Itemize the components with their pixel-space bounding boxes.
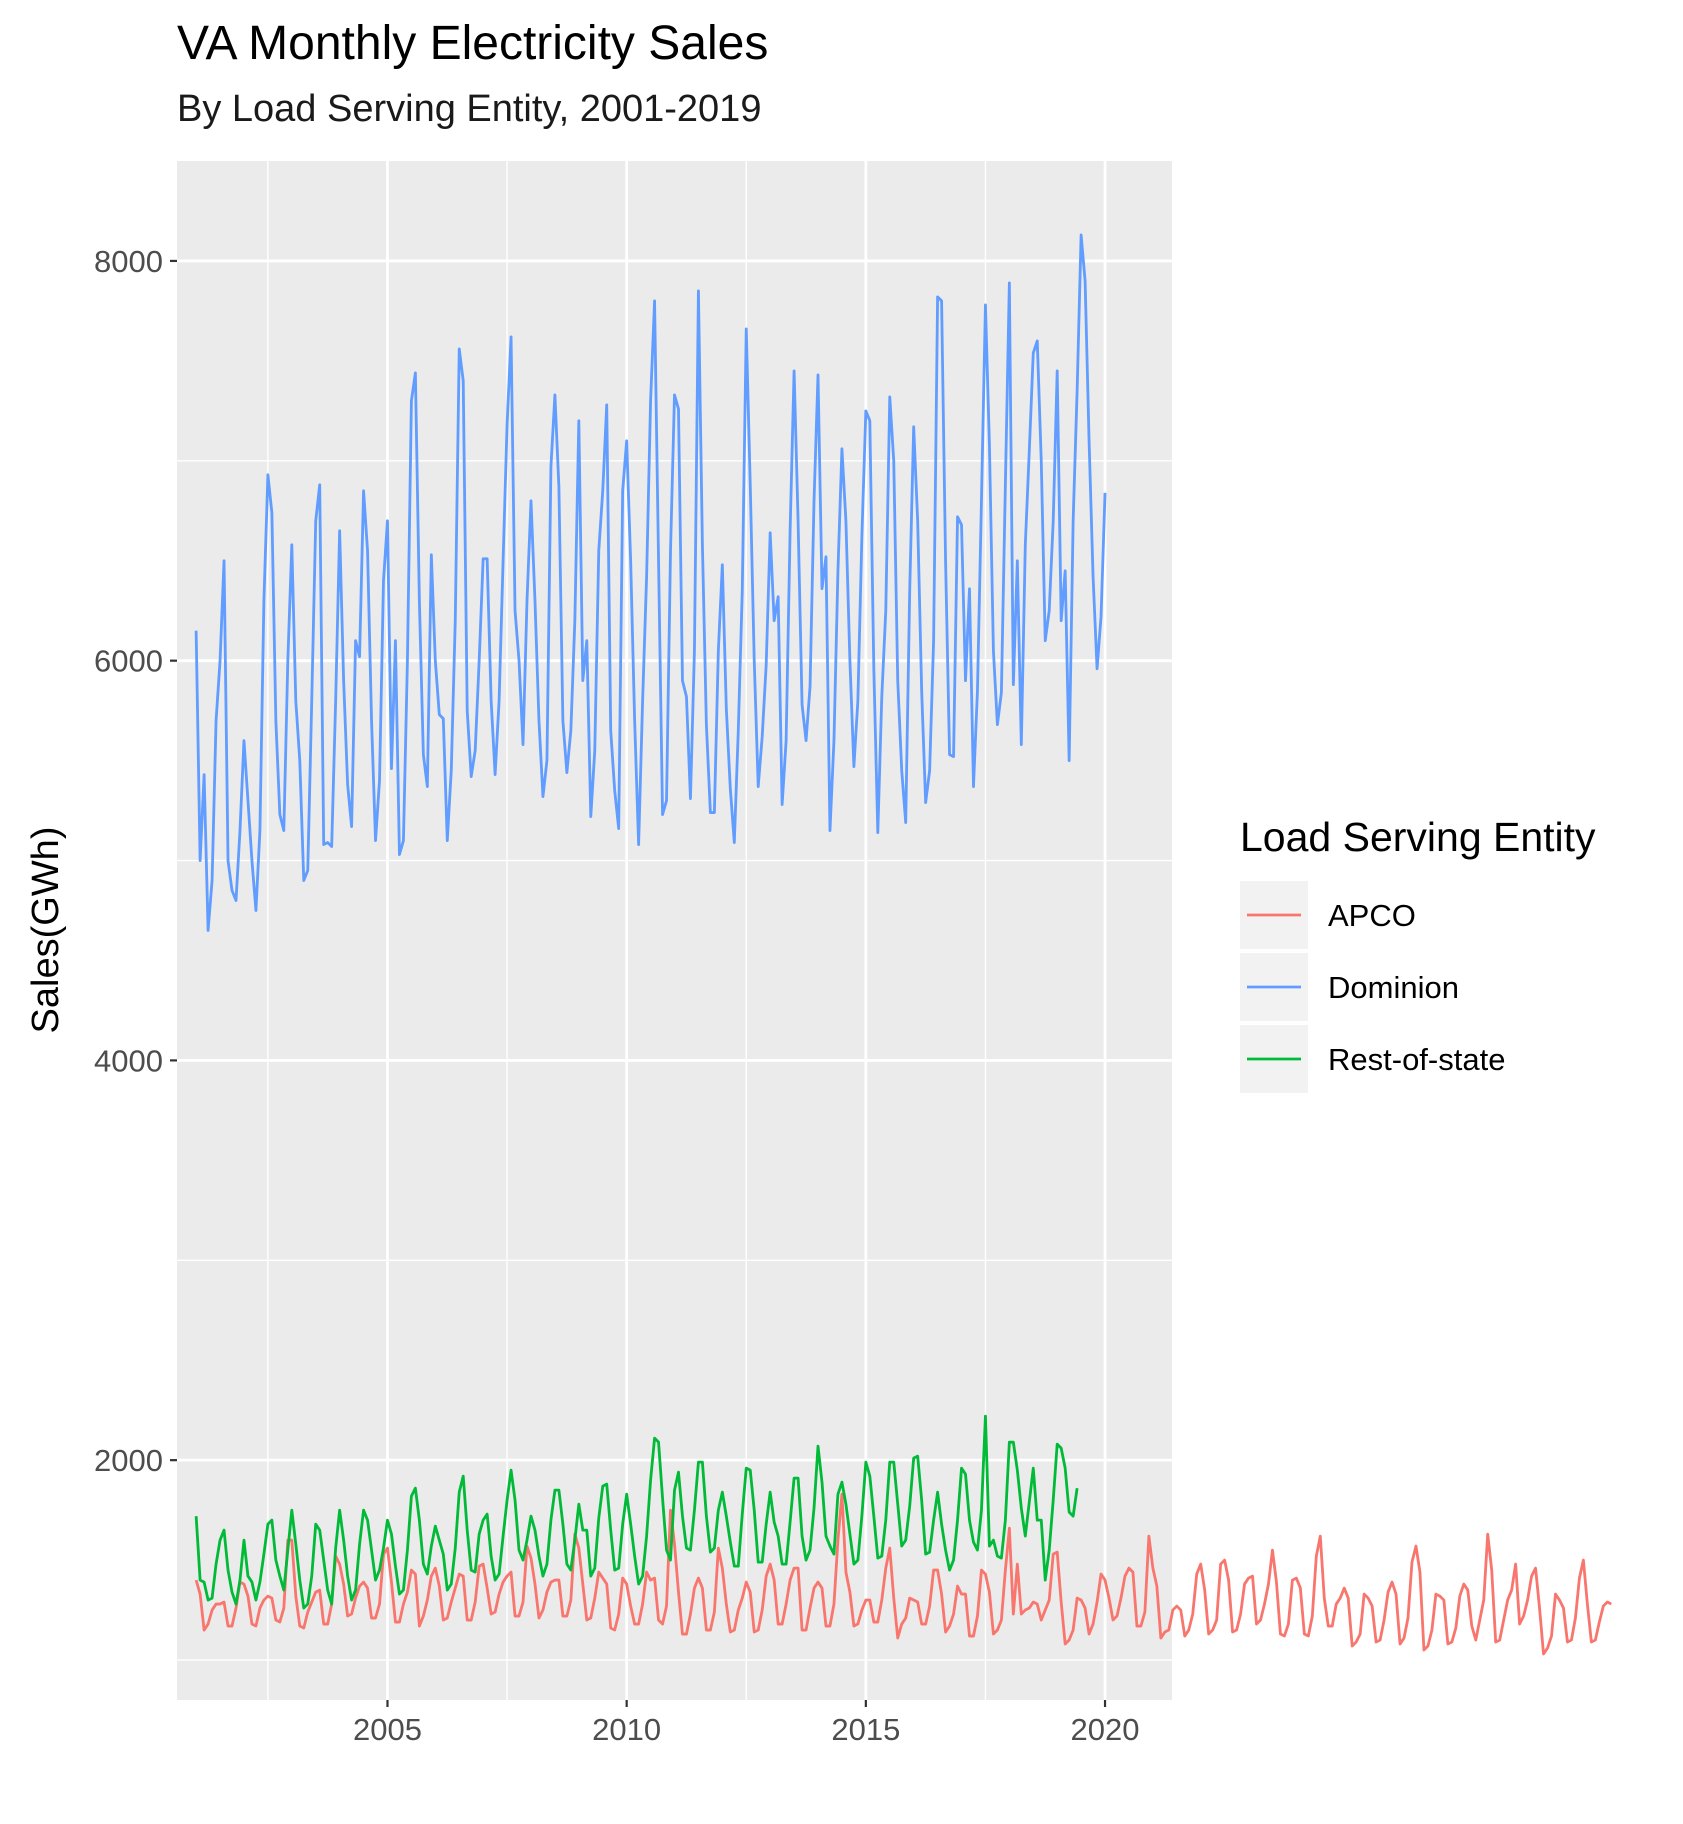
series-line-dominion	[194, 233, 1107, 932]
plot-panel	[177, 161, 1172, 1700]
chart-subtitle: By Load Serving Entity, 2001-2019	[177, 88, 762, 130]
axis-ticks	[170, 259, 1107, 1707]
legend-title: Load Serving Entity	[1240, 814, 1596, 860]
legend: APCO Dominion Rest-of-state	[1240, 881, 1505, 1093]
series-line-rest-of-state	[194, 1414, 1079, 1610]
y-tick-label: 4000	[94, 1043, 163, 1078]
series-line-apco	[194, 1492, 1612, 1656]
legend-label-rest-of-state: Rest-of-state	[1328, 1042, 1505, 1077]
x-tick-label: 2015	[831, 1712, 900, 1747]
x-tick-label: 2010	[592, 1712, 661, 1747]
y-tick-label: 2000	[94, 1443, 163, 1478]
y-tick-label: 6000	[94, 644, 163, 679]
legend-label-apco: APCO	[1328, 898, 1416, 933]
legend-label-dominion: Dominion	[1328, 970, 1459, 1005]
chart-title: VA Monthly Electricity Sales	[177, 17, 769, 70]
x-tick-label: 2005	[353, 1712, 422, 1747]
y-axis-tick-labels: 2000 4000 6000 8000	[94, 244, 163, 1478]
y-tick-label: 8000	[94, 244, 163, 279]
y-axis-title: Sales(GWh)	[25, 827, 67, 1034]
x-axis-tick-labels: 2005 2010 2015 2020	[353, 1712, 1140, 1747]
series-lines	[194, 233, 1612, 1656]
x-tick-label: 2020	[1071, 1712, 1140, 1747]
